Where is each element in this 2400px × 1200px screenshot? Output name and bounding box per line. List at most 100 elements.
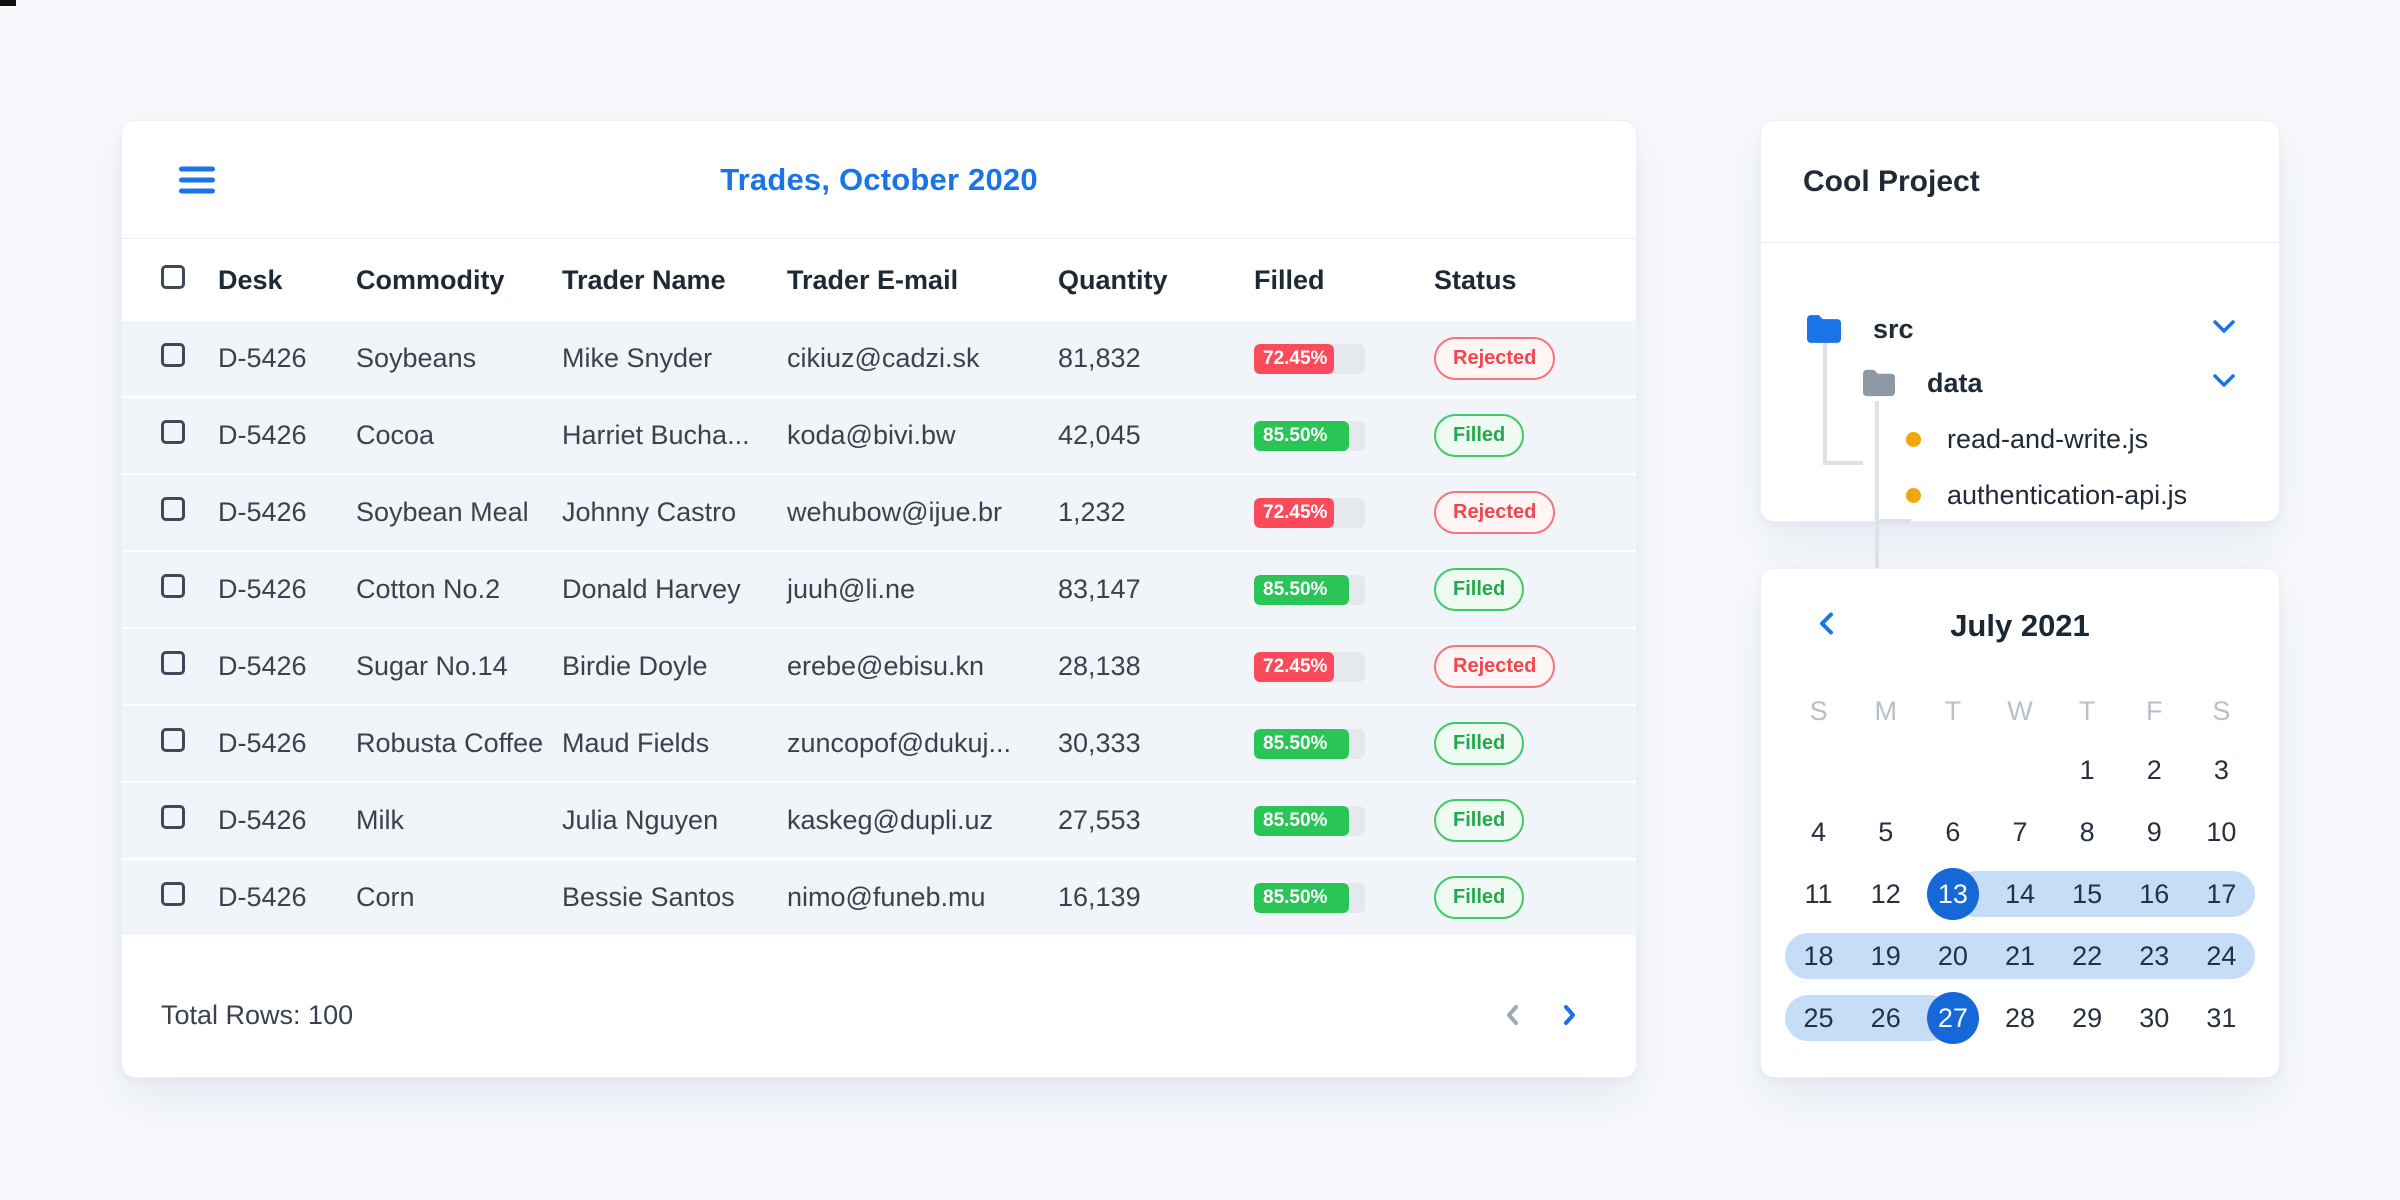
menu-bar xyxy=(179,188,215,193)
select-all-checkbox[interactable] xyxy=(161,264,185,289)
row-checkbox-cell xyxy=(161,651,218,682)
calendar-day[interactable]: 22 xyxy=(2072,940,2103,971)
chevron-down-icon[interactable] xyxy=(2211,372,2237,395)
menu-icon[interactable] xyxy=(179,166,215,193)
calendar-day[interactable]: 1 xyxy=(2079,754,2095,785)
calendar-day[interactable]: 10 xyxy=(2206,816,2237,847)
cell-status: Filled xyxy=(1434,414,1636,457)
tree-connector xyxy=(1823,461,1863,465)
calendar-day[interactable]: 12 xyxy=(1870,878,1901,909)
calendar-day[interactable]: 17 xyxy=(2206,878,2237,909)
row-checkbox-cell xyxy=(161,728,218,759)
project-title: Cool Project xyxy=(1803,164,1980,198)
cell-status: Filled xyxy=(1434,722,1636,765)
calendar-cell: 24 xyxy=(2188,925,2255,987)
prev-page-chevron-icon[interactable] xyxy=(1500,1002,1526,1028)
row-checkbox[interactable] xyxy=(161,651,185,675)
total-rows-label: Total Rows: 100 xyxy=(161,999,354,1030)
calendar-day[interactable]: 15 xyxy=(2072,878,2103,909)
calendar-cell: 5 xyxy=(1852,801,1919,863)
cell-quantity: 27,553 xyxy=(1058,805,1141,835)
calendar-day[interactable]: 20 xyxy=(1937,940,1968,971)
cell-trader-email: wehubow@ijue.br xyxy=(787,497,1003,527)
calendar-cell: 16 xyxy=(2121,863,2188,925)
filled-progress-fill: 85.50% xyxy=(1254,805,1349,836)
cell-trader-name: Harriet Bucha... xyxy=(562,420,750,450)
cell-filled: 85.50% xyxy=(1254,805,1434,836)
calendar-cell: 17 xyxy=(2188,863,2255,925)
calendar-day[interactable]: 16 xyxy=(2139,878,2170,909)
tree-folder-src[interactable]: src xyxy=(1805,305,2279,353)
filled-percent-label: 85.50% xyxy=(1263,886,1328,908)
status-badge: Rejected xyxy=(1434,491,1556,534)
cell-commodity: Sugar No.14 xyxy=(356,651,508,681)
project-card: Cool Project src data read-and-write.js xyxy=(1760,120,2280,579)
row-checkbox[interactable] xyxy=(161,574,185,598)
calendar-range-band xyxy=(1785,933,2255,979)
cell-desk: D-5426 xyxy=(218,805,307,835)
project-card-header: Cool Project xyxy=(1761,121,2279,243)
calendar-day xyxy=(1860,744,1912,796)
calendar-cell: 7 xyxy=(1986,801,2053,863)
tree-folder-data[interactable]: data xyxy=(1861,359,2279,407)
filled-progress-fill: 85.50% xyxy=(1254,728,1349,759)
filled-percent-label: 85.50% xyxy=(1263,732,1328,754)
calendar-day[interactable]: 31 xyxy=(2206,1002,2237,1033)
calendar-day[interactable]: 30 xyxy=(2139,1002,2170,1033)
calendar-day[interactable]: 8 xyxy=(2079,816,2095,847)
table-body: D-5426 Soybeans Mike Snyder cikiuz@cadzi… xyxy=(122,321,1636,935)
row-checkbox[interactable] xyxy=(161,805,185,829)
calendar-prev-month-icon[interactable] xyxy=(1815,611,1839,642)
row-checkbox[interactable] xyxy=(161,343,185,367)
calendar-day[interactable]: 9 xyxy=(2146,816,2162,847)
calendar-cell: 21 xyxy=(1986,925,2053,987)
cell-filled: 85.50% xyxy=(1254,882,1434,913)
calendar-cell: 6 xyxy=(1919,801,1986,863)
cell-quantity: 1,232 xyxy=(1058,497,1126,527)
calendar-day[interactable]: 18 xyxy=(1803,940,1834,971)
calendar-day[interactable]: 23 xyxy=(2139,940,2170,971)
calendar-day[interactable]: 25 xyxy=(1803,1002,1834,1033)
cell-quantity: 28,138 xyxy=(1058,651,1141,681)
column-header-trader-name: Trader Name xyxy=(562,264,726,295)
next-page-chevron-icon[interactable] xyxy=(1556,1002,1582,1028)
calendar-day[interactable]: 11 xyxy=(1804,878,1833,909)
folder-icon xyxy=(1863,369,1895,397)
calendar-day[interactable]: 19 xyxy=(1870,940,1901,971)
tree-file-read-and-write[interactable]: read-and-write.js xyxy=(1906,415,2279,463)
row-checkbox[interactable] xyxy=(161,420,185,444)
column-header-filled: Filled xyxy=(1254,264,1325,295)
row-checkbox[interactable] xyxy=(161,497,185,521)
calendar-day[interactable]: 4 xyxy=(1811,816,1827,847)
calendar-cell: 20 xyxy=(1919,925,1986,987)
calendar-day[interactable]: 29 xyxy=(2072,1002,2103,1033)
row-checkbox[interactable] xyxy=(161,728,185,752)
calendar-day[interactable]: 3 xyxy=(2213,754,2229,785)
calendar-day-selected[interactable]: 27 xyxy=(1926,992,1979,1044)
calendar-day[interactable]: 26 xyxy=(1870,1002,1901,1033)
calendar-cell: 18 xyxy=(1785,925,1852,987)
calendar-day[interactable]: 7 xyxy=(2012,816,2028,847)
calendar-day[interactable]: 5 xyxy=(1878,816,1894,847)
calendar-cell: 22 xyxy=(2054,925,2121,987)
calendar-day[interactable]: 21 xyxy=(2004,940,2035,971)
menu-bar xyxy=(179,177,215,182)
calendar-day-selected[interactable]: 13 xyxy=(1926,868,1979,920)
filled-progress-track: 85.50% xyxy=(1254,574,1365,605)
row-checkbox[interactable] xyxy=(161,882,185,906)
calendar-day[interactable]: 24 xyxy=(2206,940,2237,971)
calendar-cell: 25 xyxy=(1785,987,1852,1049)
filled-percent-label: 72.45% xyxy=(1263,501,1328,523)
cell-status: Filled xyxy=(1434,568,1636,611)
calendar-day[interactable]: 14 xyxy=(2004,878,2035,909)
calendar-day[interactable]: 28 xyxy=(2004,1002,2035,1033)
chevron-down-icon[interactable] xyxy=(2211,318,2237,341)
cell-filled: 85.50% xyxy=(1254,574,1434,605)
calendar-day[interactable]: 6 xyxy=(1945,816,1961,847)
tree-file-authentication-api[interactable]: authentication-api.js xyxy=(1906,471,2279,519)
cell-commodity: Robusta Coffee xyxy=(356,728,544,758)
calendar-day[interactable]: 2 xyxy=(2146,754,2162,785)
cell-commodity: Cotton No.2 xyxy=(356,574,501,604)
table-row: D-5426 Cotton No.2 Donald Harvey juuh@li… xyxy=(122,552,1636,627)
cell-trader-name: Julia Nguyen xyxy=(562,805,719,835)
